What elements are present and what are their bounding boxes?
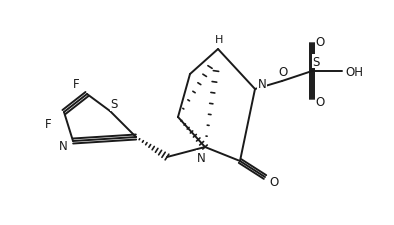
Text: O: O <box>269 176 279 189</box>
Text: S: S <box>312 55 320 68</box>
Text: O: O <box>315 96 325 109</box>
Text: N: N <box>197 151 205 164</box>
Text: O: O <box>279 65 288 78</box>
Text: N: N <box>59 140 67 153</box>
Text: O: O <box>315 35 325 48</box>
Text: F: F <box>45 118 51 131</box>
Text: OH: OH <box>345 65 363 78</box>
Text: N: N <box>258 78 266 91</box>
Text: H: H <box>215 35 223 45</box>
Text: F: F <box>72 78 79 91</box>
Text: S: S <box>110 98 118 111</box>
